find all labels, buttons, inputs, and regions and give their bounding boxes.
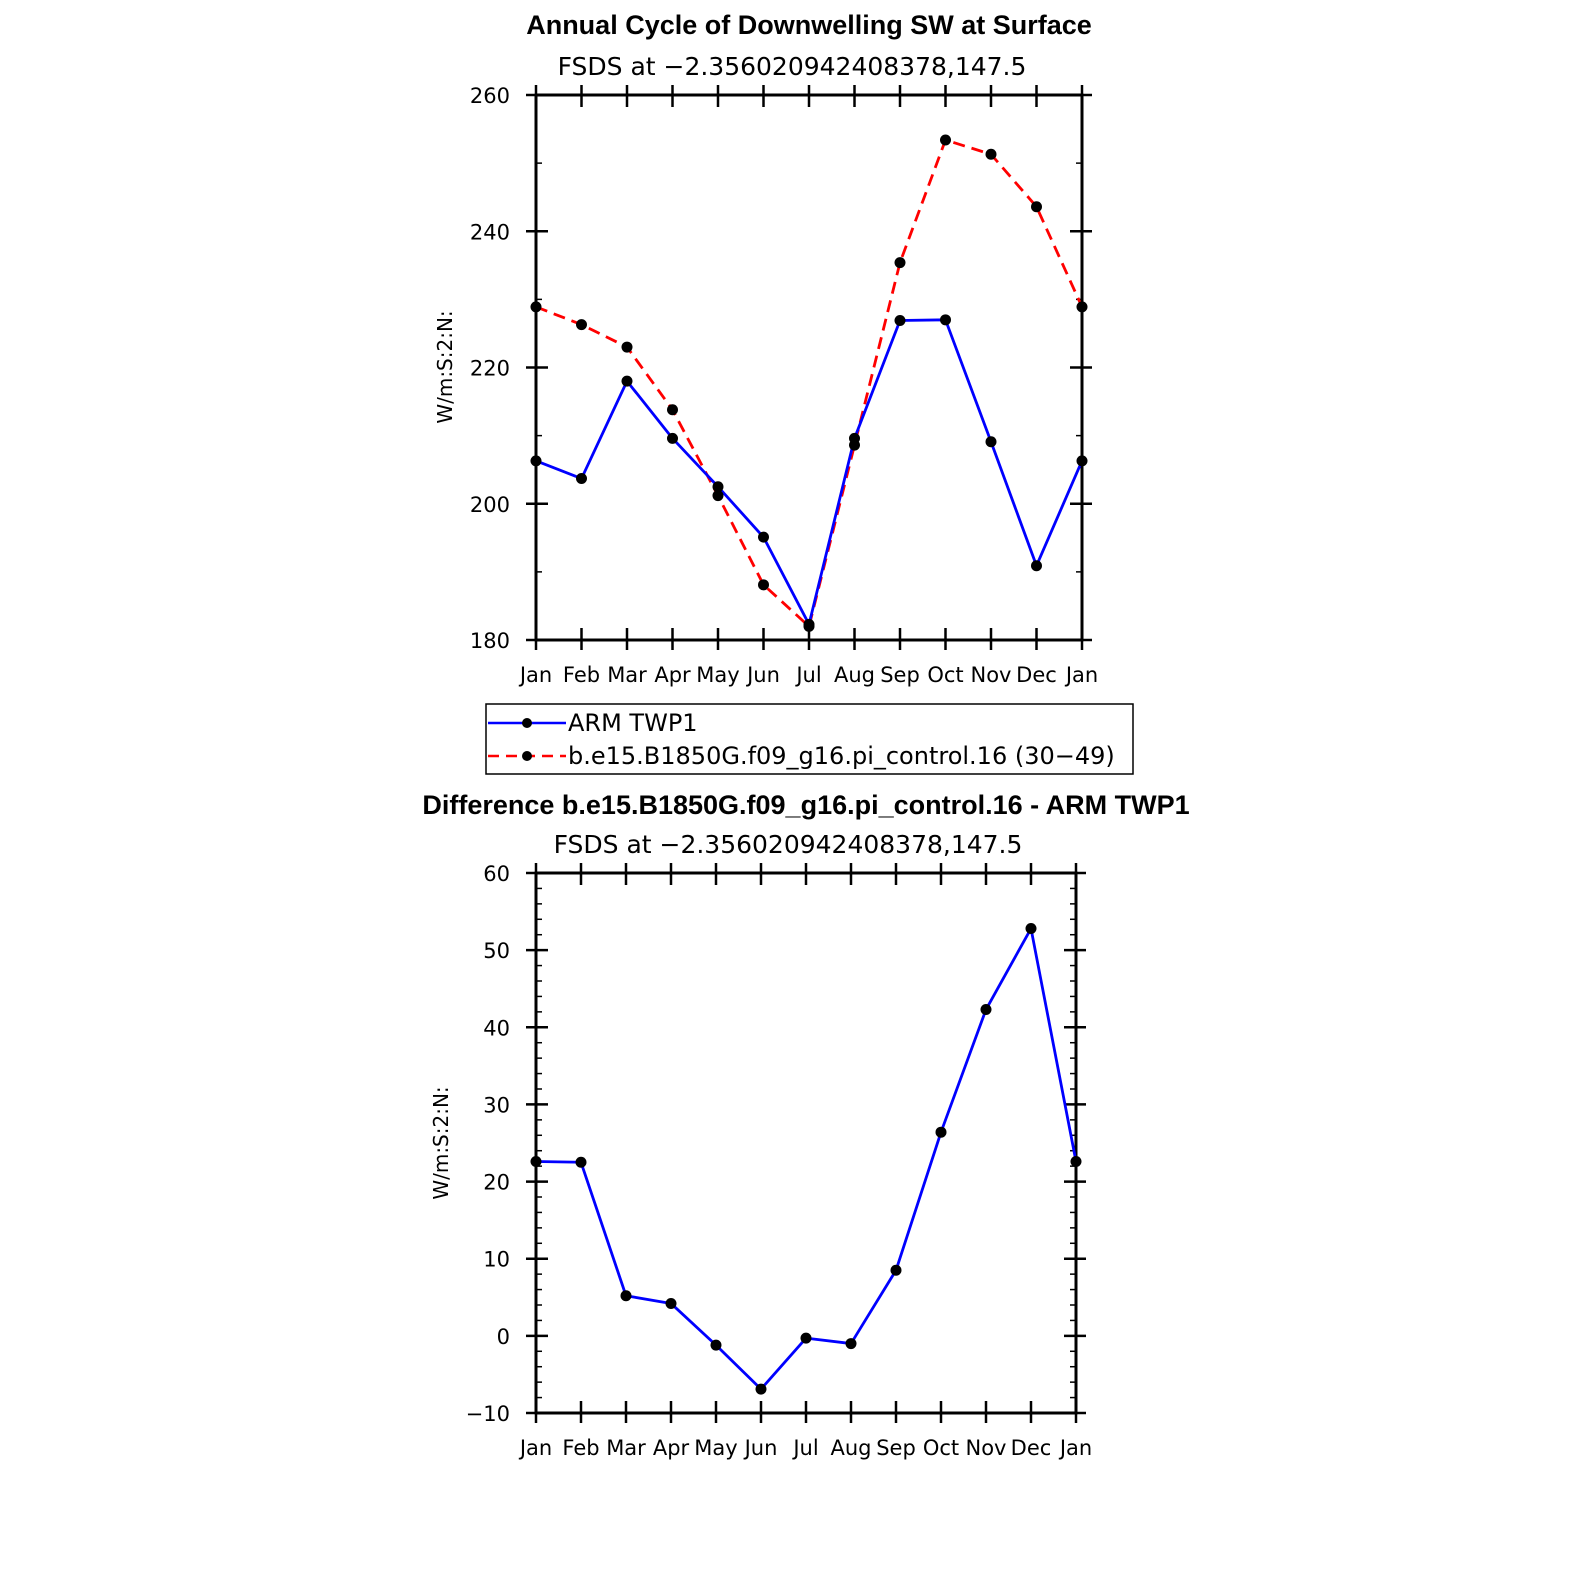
legend-item-model: b.e15.B1850G.f09_g16.pi_control.16 (30−4…: [488, 742, 1115, 770]
y-tick-label: 20: [483, 1171, 510, 1195]
y-tick-label: 260: [470, 84, 510, 108]
data-point: [620, 1290, 632, 1302]
y-tick-label: 180: [470, 629, 510, 653]
x-tick-label: May: [696, 663, 739, 687]
legend-label-arm: ARM TWP1: [568, 709, 698, 737]
y-tick-label: 240: [470, 220, 510, 244]
x-tick-label: Oct: [923, 1436, 959, 1460]
x-tick-label: Jan: [518, 663, 552, 687]
data-point: [712, 481, 724, 493]
x-tick-label: Sep: [880, 663, 920, 687]
data-point: [712, 490, 724, 502]
data-point: [985, 436, 997, 448]
x-tick-label: Jun: [743, 1436, 778, 1460]
y-tick-label: −10: [466, 1402, 510, 1426]
chart1-y-axis-label: W/m:S:2:N:: [433, 310, 457, 423]
y-tick-label: 30: [483, 1093, 510, 1117]
legend: ARM TWP1 b.e15.B1850G.f09_g16.pi_control…: [485, 703, 1134, 775]
data-point: [621, 341, 633, 353]
y-tick-label: 0: [497, 1325, 510, 1349]
legend-box: [485, 703, 1134, 775]
x-tick-label: Nov: [971, 663, 1012, 687]
data-point: [935, 1126, 947, 1138]
data-point: [530, 301, 542, 313]
x-tick-label: Jan: [1058, 1436, 1092, 1460]
data-point: [1031, 560, 1042, 572]
data-point: [849, 439, 860, 451]
chart2-subtitle: FSDS at −2.356020942408378,147.5: [554, 830, 1023, 859]
series-line: [535, 138, 1084, 628]
x-tick-label: Feb: [563, 663, 600, 687]
data-point: [530, 455, 542, 467]
x-tick-label: Jul: [791, 1436, 818, 1460]
chart2-title: Difference b.e15.B1850G.f09_g16.pi_contr…: [422, 790, 1189, 820]
data-point: [940, 134, 951, 146]
data-point: [1076, 455, 1088, 467]
x-tick-label: Sep: [876, 1436, 916, 1460]
data-point: [894, 314, 906, 326]
data-point: [575, 1156, 587, 1168]
x-tick-label: Jan: [1064, 663, 1098, 687]
data-point: [710, 1339, 722, 1351]
data-point: [755, 1383, 767, 1395]
data-point: [980, 1004, 992, 1016]
y-tick-label: 40: [483, 1016, 510, 1040]
x-tick-label: Aug: [834, 663, 875, 687]
data-point: [667, 404, 678, 416]
legend-label-model: b.e15.B1850G.f09_g16.pi_control.16 (30−4…: [568, 742, 1115, 770]
data-point: [530, 1156, 542, 1168]
chart2-y-axis-label: W/m:S:2:N:: [429, 1086, 453, 1199]
x-tick-label: Jul: [794, 663, 821, 687]
data-point: [758, 579, 769, 591]
data-point: [758, 531, 769, 543]
data-point: [1070, 1156, 1082, 1168]
series-line: [535, 927, 1078, 1391]
plot-frame: [534, 93, 1084, 642]
chart1-subtitle: FSDS at −2.356020942408378,147.5: [558, 52, 1027, 81]
y-tick-label: 10: [483, 1248, 510, 1272]
x-tick-label: Aug: [830, 1436, 871, 1460]
data-point: [803, 620, 815, 632]
data-point: [576, 319, 587, 331]
data-point: [940, 314, 951, 326]
data-point: [665, 1297, 677, 1309]
plot-frame: [534, 871, 1078, 1415]
legend-item-arm: ARM TWP1: [488, 709, 698, 737]
data-point: [621, 375, 633, 387]
chart1-title: Annual Cycle of Downwelling SW at Surfac…: [526, 10, 1092, 40]
x-tick-label: Oct: [927, 663, 963, 687]
y-tick-label: 60: [483, 862, 510, 886]
x-tick-label: Mar: [606, 1436, 646, 1460]
data-point: [894, 257, 906, 269]
data-point: [985, 148, 997, 160]
x-tick-label: Jun: [745, 663, 780, 687]
x-tick-label: Dec: [1011, 1436, 1052, 1460]
x-tick-label: May: [694, 1436, 737, 1460]
chart1-plot: 260 240 220 200 180 Jan Feb Mar Apr May Jun Jul Aug S…: [470, 84, 1098, 687]
y-tick-label: 200: [470, 493, 510, 517]
data-point: [1076, 301, 1088, 313]
series-line: [535, 318, 1084, 626]
x-tick-label: Jan: [518, 1436, 552, 1460]
data-point: [667, 432, 678, 444]
data-point: [845, 1338, 857, 1350]
data-point: [800, 1332, 812, 1344]
data-point: [1031, 201, 1042, 213]
data-point: [576, 473, 587, 485]
chart2-plot: 60 50 40 30 20 10 0 −10 Jan Feb Mar Apr May Jun Jul Aug…: [466, 862, 1093, 1460]
y-tick-label: 220: [470, 357, 510, 381]
x-tick-label: Nov: [966, 1436, 1007, 1460]
data-point: [890, 1264, 902, 1276]
x-tick-label: Dec: [1016, 663, 1057, 687]
data-point: [1025, 923, 1037, 935]
y-tick-label: 50: [483, 939, 510, 963]
x-tick-label: Feb: [562, 1436, 599, 1460]
x-tick-label: Apr: [654, 663, 691, 687]
x-tick-label: Mar: [607, 663, 647, 687]
x-tick-label: Apr: [653, 1436, 690, 1460]
